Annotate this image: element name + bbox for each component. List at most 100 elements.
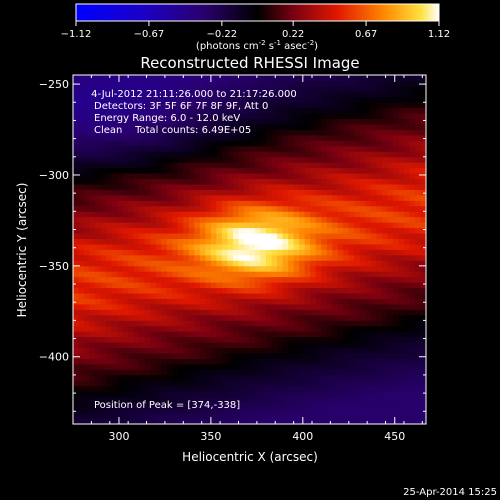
heatmap-cell	[376, 91, 383, 98]
heatmap-cell	[249, 194, 256, 201]
heatmap-cell	[266, 233, 272, 239]
heatmap-cell	[271, 102, 278, 109]
heatmap-cell	[392, 380, 399, 387]
heatmap-cell	[370, 107, 377, 114]
heatmap-cell	[188, 418, 195, 424]
heatmap-cell	[392, 227, 399, 234]
heatmap-cell	[100, 385, 107, 392]
heatmap-cell	[172, 211, 179, 218]
heatmap-cell	[277, 238, 283, 245]
heatmap-cell	[106, 391, 113, 398]
heatmap-cell	[365, 194, 372, 201]
heatmap-cell	[293, 287, 300, 294]
heatmap-cell	[238, 287, 245, 294]
heatmap-cell	[420, 173, 426, 180]
heatmap-cell	[183, 129, 190, 136]
heatmap-cell	[288, 124, 295, 130]
heatmap-cell	[172, 374, 179, 381]
heatmap-cell	[409, 331, 416, 338]
heatmap-cell	[288, 91, 295, 98]
heatmap-cell	[392, 200, 399, 207]
heatmap-cell	[243, 271, 250, 278]
heatmap-cell	[337, 173, 344, 180]
heatmap-cell	[210, 205, 217, 212]
heatmap-cell	[221, 211, 228, 218]
heatmap-cell	[117, 162, 124, 169]
heatmap-cell	[343, 222, 350, 229]
heatmap-cell	[144, 260, 151, 267]
heatmap-cell	[277, 342, 283, 349]
heatmap-cell	[359, 216, 366, 223]
heatmap-cell	[172, 254, 179, 261]
heatmap-cell	[255, 200, 261, 207]
heatmap-cell	[387, 380, 394, 387]
heatmap-cell	[111, 298, 118, 305]
heatmap-cell	[177, 325, 184, 332]
heatmap-cell	[144, 134, 151, 141]
heatmap-cell	[365, 156, 372, 163]
heatmap-cell	[194, 134, 201, 141]
heatmap-cell	[354, 265, 361, 272]
heatmap-cell	[304, 358, 311, 365]
heatmap-cell	[227, 75, 234, 81]
heatmap-cell	[398, 227, 405, 234]
heatmap-cell	[255, 309, 261, 316]
heatmap-cell	[100, 364, 107, 370]
heatmap-cell	[282, 134, 289, 141]
heatmap-cell	[288, 260, 295, 267]
heatmap-cell	[266, 107, 272, 114]
heatmap-cell	[205, 298, 212, 305]
heatmap-cell	[392, 374, 399, 381]
heatmap-cell	[243, 91, 250, 98]
heatmap-cell	[227, 314, 234, 321]
heatmap-cell	[359, 374, 366, 381]
heatmap-cell	[133, 200, 140, 207]
heatmap-cell	[133, 276, 140, 283]
heatmap-cell	[150, 304, 157, 310]
heatmap-cell	[392, 385, 399, 392]
heatmap-cell	[205, 80, 212, 87]
heatmap-cell	[139, 244, 146, 250]
heatmap-cell	[326, 413, 333, 419]
heatmap-cell	[155, 102, 162, 109]
heatmap-cell	[387, 391, 394, 398]
heatmap-cell	[381, 107, 388, 114]
heatmap-cell	[216, 304, 223, 310]
heatmap-cell	[73, 233, 79, 239]
heatmap-cell	[111, 347, 118, 354]
heatmap-cell	[216, 134, 223, 141]
heatmap-cell	[409, 96, 416, 103]
heatmap-cell	[122, 358, 129, 365]
heatmap-cell	[210, 260, 217, 267]
heatmap-cell	[387, 167, 394, 174]
heatmap-cell	[106, 134, 113, 141]
heatmap-cell	[387, 107, 394, 114]
heatmap-cell	[277, 380, 283, 387]
heatmap-cell	[266, 407, 272, 414]
heatmap-cell	[420, 304, 426, 310]
heatmap-cell	[409, 238, 416, 245]
heatmap-cell	[398, 325, 405, 332]
heatmap-cell	[409, 216, 416, 223]
heatmap-cell	[381, 211, 388, 218]
heatmap-cell	[144, 282, 151, 289]
heatmap-cell	[133, 254, 140, 261]
heatmap-cell	[161, 287, 168, 294]
heatmap-cell	[376, 402, 383, 409]
heatmap-cell	[255, 145, 261, 152]
heatmap-cell	[409, 396, 416, 403]
heatmap-cell	[310, 331, 317, 338]
heatmap-cell	[370, 102, 377, 109]
heatmap-cell	[106, 282, 113, 289]
heatmap-cell	[260, 407, 267, 414]
heatmap-cell	[172, 244, 179, 250]
heatmap-cell	[84, 385, 90, 392]
heatmap-cell	[414, 102, 421, 109]
heatmap-cell	[166, 222, 173, 229]
heatmap-cell	[139, 342, 146, 349]
heatmap-cell	[271, 129, 278, 136]
heatmap-cell	[144, 200, 151, 207]
heatmap-cell	[398, 200, 405, 207]
heatmap-cell	[392, 211, 399, 218]
heatmap-cell	[243, 364, 250, 370]
